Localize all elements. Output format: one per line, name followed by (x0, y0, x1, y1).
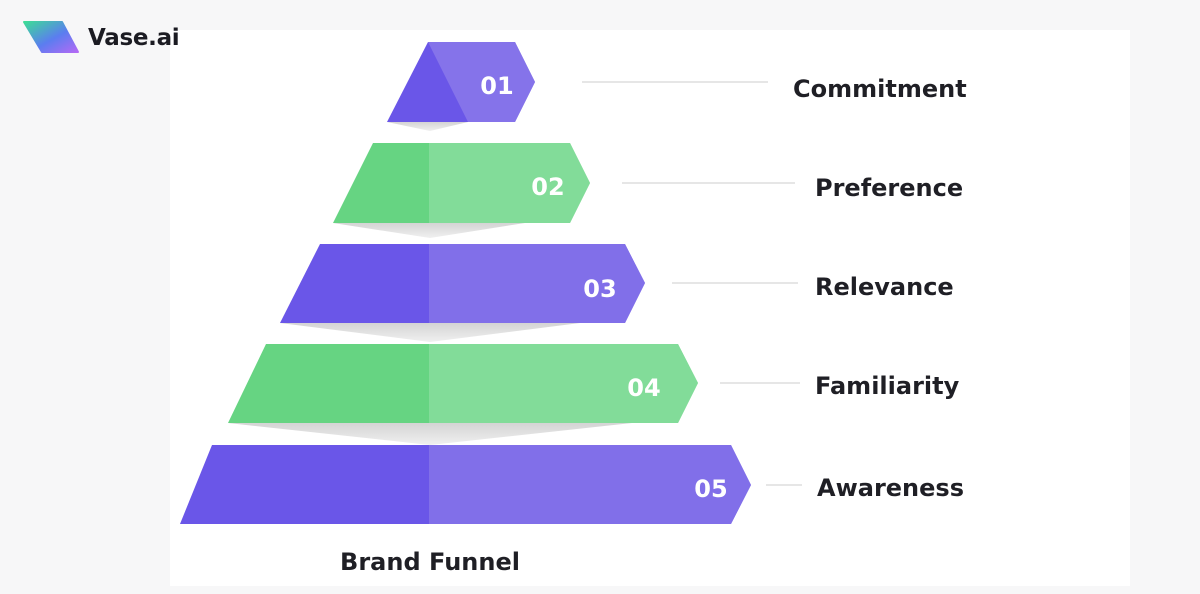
level-number: 01 (480, 72, 513, 100)
funnel-level-3: 03 Relevance (280, 244, 954, 342)
funnel-level-1: 01 Commitment (387, 42, 967, 131)
level-band-highlight (429, 143, 590, 223)
level-shadow (387, 122, 468, 131)
level-band-highlight (429, 244, 645, 323)
level-shadow (228, 423, 632, 445)
level-band-highlight (429, 344, 698, 423)
level-label: Preference (815, 174, 963, 202)
vase-logo-icon (23, 21, 79, 53)
brand-header[interactable]: Vase.ai (20, 18, 180, 58)
funnel-level-4: 04 Familiarity (228, 344, 960, 445)
diagram-caption: Brand Funnel (340, 548, 520, 576)
level-label: Commitment (793, 75, 967, 103)
level-label: Awareness (817, 474, 964, 502)
level-label: Relevance (815, 273, 954, 301)
brand-name: Vase.ai (88, 25, 180, 51)
level-number: 03 (583, 275, 616, 303)
level-band-highlight (428, 42, 535, 122)
level-number: 04 (627, 374, 660, 402)
funnel-level-2: 02 Preference (333, 143, 963, 238)
level-number: 05 (694, 475, 727, 503)
level-shadow (333, 223, 525, 238)
funnel-level-5: 05 Awareness (180, 445, 964, 524)
level-band-highlight (429, 445, 751, 524)
level-number: 02 (531, 173, 564, 201)
level-label: Familiarity (815, 372, 960, 400)
level-shadow (280, 323, 580, 342)
